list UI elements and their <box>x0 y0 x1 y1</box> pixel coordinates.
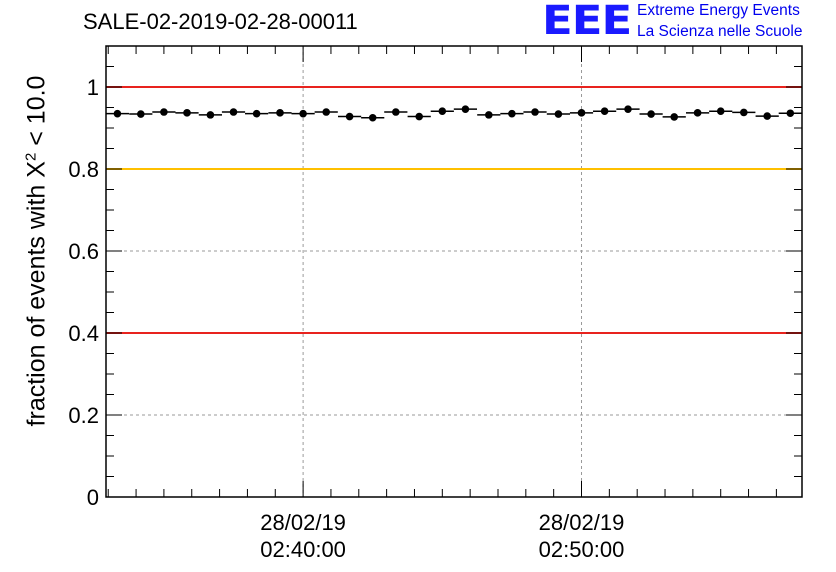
eee-logo: EEE <box>542 0 632 44</box>
data-point <box>137 110 145 118</box>
data-point <box>252 109 261 118</box>
data-point <box>368 113 377 122</box>
logo-line-1: Extreme Energy Events <box>637 2 800 19</box>
data-point <box>624 105 632 113</box>
x-tick-label-time: 02:50:00 <box>539 537 625 562</box>
y-tick-label: 0.6 <box>68 239 99 264</box>
data-point <box>322 108 331 116</box>
data-point <box>508 109 516 118</box>
logo-line-2: La Scienza nelle Scuole <box>637 23 803 40</box>
y-tick-label: 0.2 <box>68 403 99 428</box>
data-point <box>345 112 354 121</box>
data-point <box>229 108 238 116</box>
data-point <box>461 105 470 113</box>
data-point <box>299 109 307 118</box>
data-point <box>485 111 493 119</box>
x-tick-label-date: 28/02/19 <box>539 510 625 535</box>
data-point <box>531 108 539 116</box>
data-point <box>740 108 748 117</box>
y-tick-label: 0.4 <box>68 321 99 346</box>
data-point <box>554 110 563 118</box>
data-point <box>438 107 447 115</box>
data-point <box>183 109 191 117</box>
y-tick-label: 0 <box>87 485 99 510</box>
data-point <box>415 112 424 121</box>
data-point <box>160 108 168 116</box>
chart-title: SALE-02-2019-02-28-00011 <box>83 9 358 34</box>
data-point <box>206 111 215 119</box>
x-tick-label-date: 28/02/19 <box>260 510 346 535</box>
y-tick-label: 1 <box>87 75 99 100</box>
data-point <box>647 110 655 118</box>
data-point <box>600 107 609 115</box>
data-point <box>113 109 122 118</box>
data-point <box>577 109 586 117</box>
data-point <box>763 112 771 120</box>
data-point <box>716 107 725 115</box>
data-point <box>670 113 679 121</box>
data-point <box>786 109 795 118</box>
y-tick-label: 0.8 <box>68 157 99 182</box>
data-point <box>693 109 702 117</box>
data-point <box>392 108 400 116</box>
x-tick-label-time: 02:40:00 <box>260 537 346 562</box>
data-point <box>276 109 284 117</box>
